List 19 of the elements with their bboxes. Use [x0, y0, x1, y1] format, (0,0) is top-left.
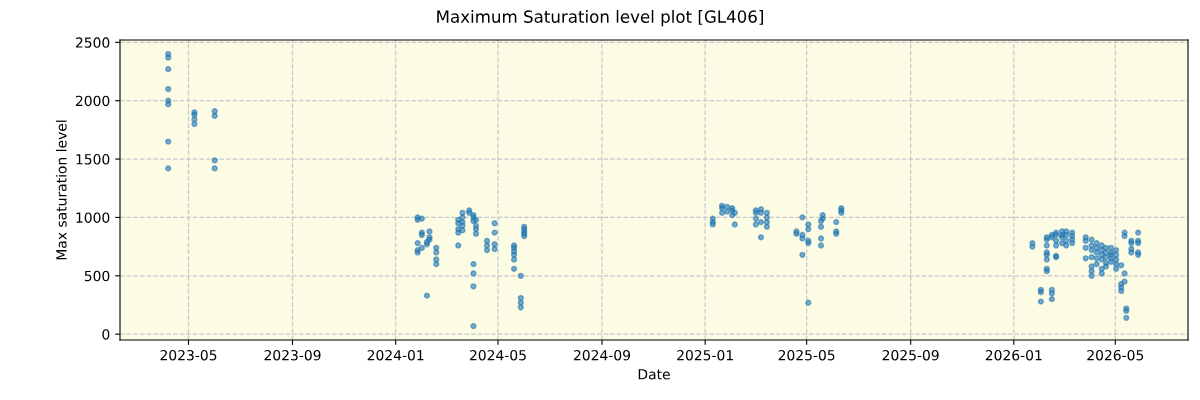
x-tick-label: 2023-05 [160, 349, 217, 361]
x-tick-label: 2025-09 [882, 349, 939, 361]
y-tick-label: 1500 [76, 154, 110, 165]
y-tick-label: 1000 [76, 212, 110, 223]
y-axis-title: Max saturation level [55, 120, 67, 260]
y-tick-label: 0 [102, 329, 110, 340]
x-tick-label: 2025-01 [677, 349, 733, 361]
y-tick-label: 2000 [75, 95, 110, 107]
y-tick-label: 500 [84, 270, 110, 282]
x-tick-label: 2025-05 [778, 349, 835, 361]
x-tick-label: 2024-09 [574, 349, 631, 361]
x-tick-label: 2023-09 [264, 349, 321, 361]
x-tick-label: 2026-01 [985, 349, 1042, 361]
x-tick-label: 2026-05 [1087, 349, 1144, 361]
x-tick-label: 2024-05 [469, 349, 526, 361]
x-tick-label: 2024-01 [367, 349, 424, 361]
y-tick-label: 2500 [75, 37, 110, 48]
chart-title: Maximum Saturation level plot [GL406] [437, 10, 763, 27]
x-axis-title: Date [638, 369, 670, 380]
